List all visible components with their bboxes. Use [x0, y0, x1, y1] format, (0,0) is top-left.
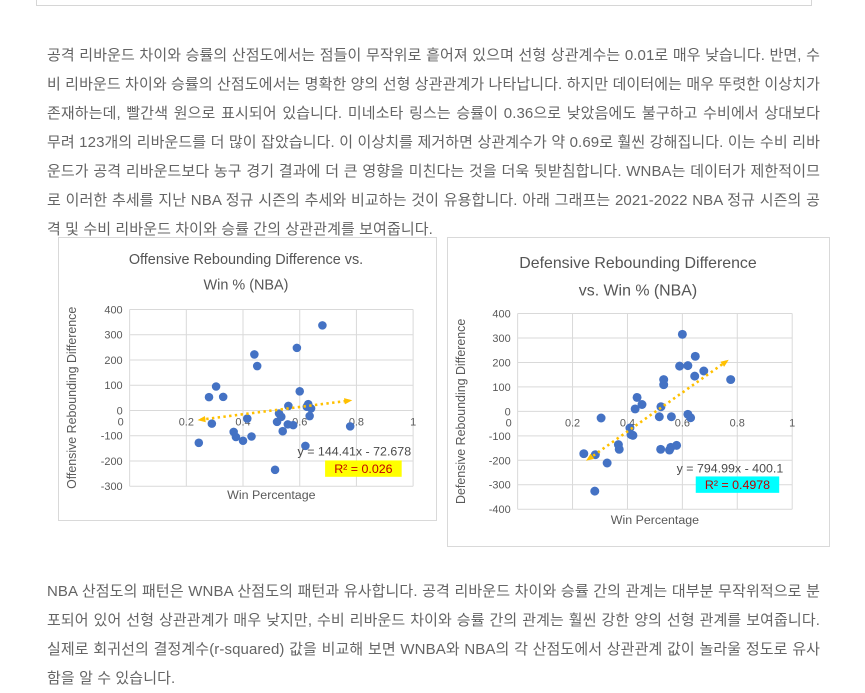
- x-axis-title: Win Percentage: [227, 488, 315, 502]
- x-tick-label: 1: [410, 416, 416, 428]
- data-point: [301, 441, 310, 451]
- data-point: [305, 411, 314, 421]
- x-tick-label: 0.8: [730, 417, 745, 429]
- data-point: [683, 361, 693, 371]
- y-tick-label: 200: [104, 355, 122, 367]
- y-tick-label: 200: [492, 357, 510, 369]
- defensive-rebounding-chart: Defensive Rebounding Difference vs. Win %…: [447, 237, 830, 547]
- data-point: [252, 361, 262, 371]
- data-point: [654, 412, 664, 422]
- y-tick-label: -100: [101, 431, 123, 443]
- y-tick-label: 300: [492, 333, 510, 345]
- data-point: [690, 371, 700, 381]
- data-point: [238, 436, 248, 446]
- chart-title: Defensive Rebounding Difference: [519, 255, 757, 272]
- data-point: [295, 387, 305, 396]
- data-point: [675, 361, 685, 371]
- y-tick-label: 0: [505, 406, 511, 418]
- y-tick-label: 400: [492, 308, 510, 320]
- y-tick-label: 400: [104, 304, 122, 316]
- x-tick-label: 0.2: [179, 416, 194, 428]
- data-point: [602, 458, 612, 468]
- r-squared-value: R² = 0.026: [334, 462, 392, 476]
- offensive-rebounding-chart: Offensive Rebounding Difference vs. Win %…: [58, 237, 437, 521]
- data-point: [656, 444, 666, 454]
- y-tick-label: -200: [101, 456, 123, 468]
- data-point: [318, 321, 327, 330]
- data-point: [677, 329, 687, 339]
- r-squared-highlight: [695, 476, 780, 493]
- data-point: [659, 380, 669, 390]
- data-point: [345, 422, 355, 431]
- data-point: [628, 430, 638, 440]
- data-point: [288, 420, 298, 430]
- y-tick-label: -100: [489, 431, 511, 443]
- y-tick-label: -200: [489, 455, 511, 467]
- data-point: [204, 392, 214, 402]
- analysis-paragraph-top: 공격 리바운드 차이와 승률의 산점도에서는 점들이 무작위로 흩어져 있으며 …: [47, 47, 820, 238]
- x-tick-label: 0.8: [349, 416, 364, 428]
- x-tick-label: 0: [506, 417, 512, 429]
- previous-figure-border: [36, 0, 812, 6]
- analysis-paragraph-bottom: NBA 산점도의 패턴은 WNBA 산점도의 패턴과 유사합니다. 공격 리바운…: [47, 583, 820, 687]
- data-point: [250, 350, 259, 359]
- data-point: [247, 432, 256, 441]
- trendline: [586, 359, 729, 461]
- chart-title: vs. Win % (NBA): [579, 283, 697, 300]
- y-tick-label: 300: [104, 330, 122, 342]
- x-tick-label: 0.2: [565, 417, 580, 429]
- data-point: [242, 414, 252, 423]
- chart-title: Offensive Rebounding Difference vs.: [129, 252, 363, 268]
- data-point: [207, 419, 217, 428]
- y-tick-label: -300: [489, 480, 511, 492]
- data-point: [596, 413, 606, 423]
- data-point: [278, 426, 287, 436]
- data-point: [211, 382, 221, 391]
- y-tick-label: 0: [117, 405, 123, 417]
- y-tick-label: 100: [492, 382, 510, 394]
- data-point: [272, 417, 282, 427]
- data-point: [579, 449, 589, 459]
- r-squared-highlight: [325, 460, 402, 477]
- data-point: [690, 351, 700, 361]
- data-point: [664, 445, 674, 455]
- x-tick-label: 1: [789, 417, 795, 429]
- data-point: [194, 438, 204, 448]
- y-tick-label: -300: [101, 481, 123, 493]
- trendline: [197, 398, 353, 423]
- data-point: [231, 432, 241, 442]
- data-point: [630, 404, 640, 414]
- trendline-equation: y = 144.41x - 72.678: [298, 444, 412, 458]
- data-point: [292, 343, 302, 353]
- offensive-rebounding-chart-svg: Offensive Rebounding Difference vs. Win %…: [65, 252, 416, 502]
- data-point: [666, 412, 676, 422]
- y-tick-label: 100: [104, 380, 122, 392]
- data-point: [590, 486, 600, 496]
- data-point: [614, 444, 624, 454]
- y-axis-title: Offensive Rebounding Difference: [65, 307, 79, 489]
- trendline-equation: y = 794.99x - 400.1: [677, 461, 784, 475]
- defensive-rebounding-chart-svg: Defensive Rebounding Difference vs. Win %…: [454, 255, 795, 527]
- data-point: [218, 392, 228, 402]
- data-point: [686, 413, 696, 423]
- y-tick-label: -400: [489, 504, 511, 516]
- x-axis-title: Win Percentage: [611, 513, 699, 527]
- chart-title: Win % (NBA): [204, 278, 289, 294]
- y-axis-title: Defensive Rebounding Difference: [454, 319, 468, 504]
- data-point: [270, 465, 280, 475]
- x-tick-label: 0.6: [292, 416, 307, 428]
- data-point: [726, 375, 736, 385]
- data-point: [656, 402, 666, 412]
- r-squared-value: R² = 0.4978: [705, 478, 770, 492]
- x-tick-label: 0: [118, 416, 124, 428]
- x-tick-label: 0.4: [235, 416, 250, 428]
